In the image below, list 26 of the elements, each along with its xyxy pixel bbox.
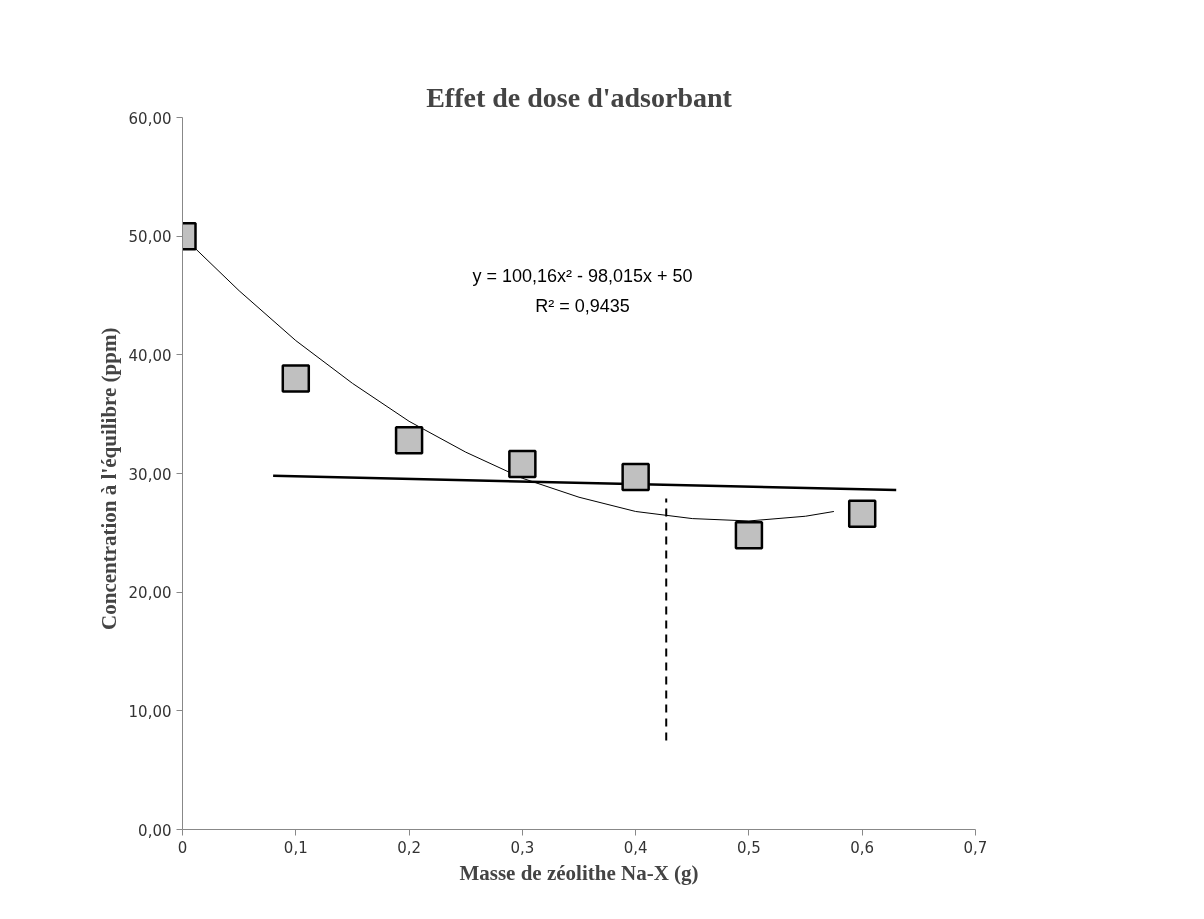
y-axis-title: Concentration à l'équilibre (ppm) xyxy=(96,327,121,630)
x-tick-label: 0 xyxy=(177,838,188,857)
point xyxy=(847,499,877,529)
x-tick-label: 0,2 xyxy=(397,838,421,857)
x-tick-label: 0,6 xyxy=(850,838,875,857)
y-tick-label: 10,00 xyxy=(128,702,172,721)
x-tick-label: 0,7 xyxy=(963,838,988,857)
x-tick-label: 0,5 xyxy=(737,838,761,857)
annotation: y = 100,16x² - 98,015x + 50 xyxy=(472,265,693,286)
y-tick-label: 40,00 xyxy=(128,346,172,365)
y-tick-label: 60,00 xyxy=(128,109,172,128)
point xyxy=(508,449,537,479)
point xyxy=(734,520,764,550)
annotation: R² = 0,9435 xyxy=(535,295,630,316)
x-tick-label: 0,3 xyxy=(510,838,535,857)
y-tick-label: 50,00 xyxy=(128,228,172,247)
y-tick-label: 30,00 xyxy=(128,465,172,484)
x-tick-label: 0,1 xyxy=(283,838,308,857)
point xyxy=(394,426,424,455)
x-tick-label: 0,4 xyxy=(623,838,648,857)
point xyxy=(621,462,650,492)
point xyxy=(281,364,311,393)
x-axis-title: Masse de zéolithe Na-X (g) xyxy=(459,860,699,885)
y-tick-label: 20,00 xyxy=(128,584,172,603)
y-tick-label: 0,00 xyxy=(138,821,172,840)
chart-title: Effet de dose d'adsorbant xyxy=(426,81,733,113)
